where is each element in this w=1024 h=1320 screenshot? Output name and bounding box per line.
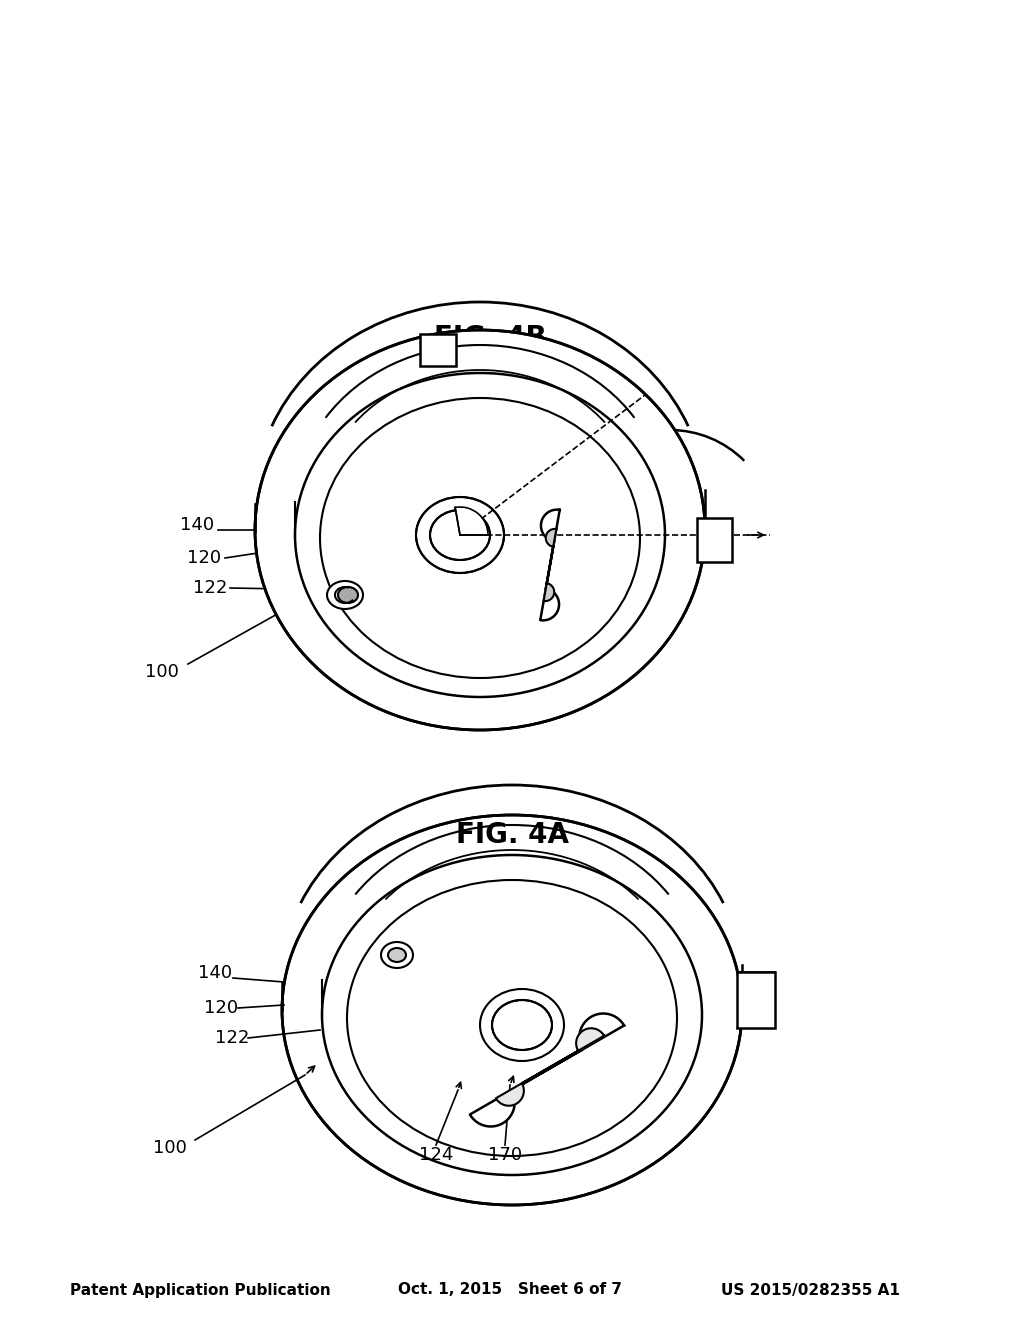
Text: 100: 100: [153, 1139, 187, 1158]
Text: 120: 120: [187, 549, 221, 568]
Wedge shape: [455, 507, 488, 535]
Text: 100: 100: [145, 663, 179, 681]
Bar: [697, 517, 732, 562]
Text: FIG. 4A: FIG. 4A: [456, 821, 568, 849]
Ellipse shape: [255, 330, 705, 730]
Text: 122: 122: [215, 1030, 250, 1047]
Ellipse shape: [327, 581, 362, 609]
Ellipse shape: [381, 942, 413, 968]
Text: 140: 140: [198, 964, 232, 982]
Polygon shape: [541, 510, 560, 620]
Ellipse shape: [492, 1001, 552, 1049]
Ellipse shape: [338, 587, 358, 603]
Text: 170: 170: [433, 682, 467, 701]
Text: 124: 124: [553, 659, 587, 677]
Ellipse shape: [388, 948, 406, 962]
Polygon shape: [544, 529, 556, 601]
Polygon shape: [470, 1014, 624, 1126]
Text: Patent Application Publication: Patent Application Publication: [70, 1283, 331, 1298]
Ellipse shape: [416, 498, 504, 573]
Text: 120: 120: [204, 999, 239, 1016]
Text: 124: 124: [419, 1146, 454, 1164]
Ellipse shape: [282, 814, 742, 1205]
Text: 170: 170: [488, 1146, 522, 1164]
Bar: [737, 972, 775, 1028]
Text: 140: 140: [180, 516, 214, 535]
Text: US 2015/0282355 A1: US 2015/0282355 A1: [721, 1283, 899, 1298]
Bar: [420, 334, 456, 366]
Polygon shape: [496, 1028, 604, 1106]
Ellipse shape: [430, 510, 490, 560]
Text: FIG. 4B: FIG. 4B: [434, 323, 547, 352]
Text: 122: 122: [193, 579, 227, 597]
Text: Oct. 1, 2015   Sheet 6 of 7: Oct. 1, 2015 Sheet 6 of 7: [398, 1283, 622, 1298]
